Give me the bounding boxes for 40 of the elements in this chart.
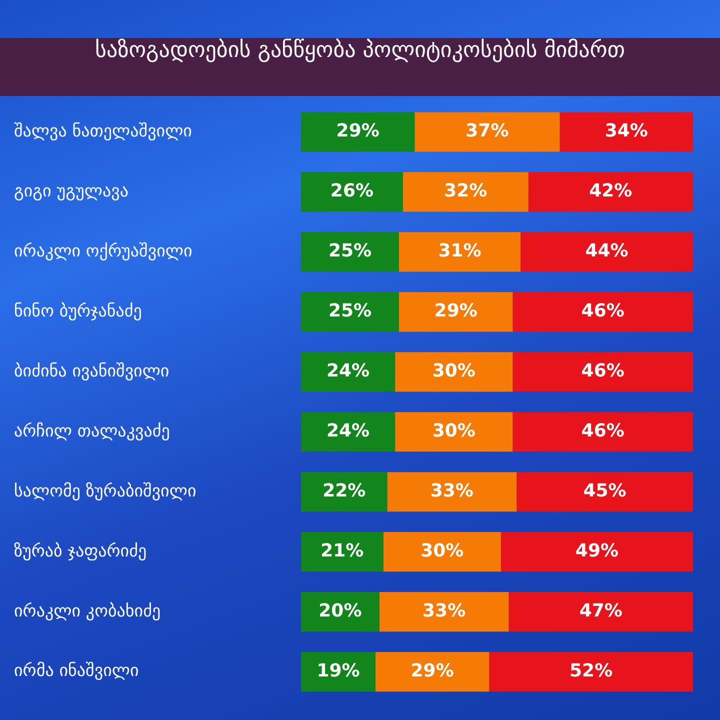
data-label: 46% (581, 300, 624, 322)
data-label: 33% (422, 600, 466, 622)
data-label: 37% (466, 120, 509, 142)
y-tick-label: ირმა ინაშვილი (14, 661, 139, 682)
data-label: 22% (322, 480, 366, 502)
data-label: 46% (581, 360, 624, 382)
y-tick-label: გიგი უგულავა (14, 181, 128, 202)
data-label: 31% (438, 240, 482, 262)
data-label: 30% (420, 540, 464, 562)
data-label: 30% (432, 360, 476, 382)
data-label: 34% (604, 120, 648, 142)
data-label: 21% (320, 540, 364, 562)
data-label: 25% (328, 240, 372, 262)
data-label: 52% (570, 660, 613, 682)
y-tick-label: ირაკლი კობახიძე (14, 601, 161, 622)
data-label: 33% (430, 480, 474, 502)
data-label: 24% (326, 420, 370, 442)
data-label: 20% (318, 600, 362, 622)
y-tick-label: არჩილ თალაკვაძე (14, 421, 170, 442)
data-label: 42% (589, 180, 632, 202)
data-label: 49% (575, 540, 619, 562)
data-label: 26% (330, 180, 374, 202)
y-tick-label: ირაკლი ოქრუაშვილი (14, 241, 192, 262)
data-label: 32% (444, 180, 488, 202)
data-label: 29% (434, 300, 478, 322)
data-label: 24% (326, 360, 370, 382)
y-tick-label: ზურაბ ჯაფარიძე (14, 541, 147, 562)
data-label: 29% (336, 120, 380, 142)
y-tick-label: ნინო ბურჯანაძე (14, 301, 142, 322)
data-label: 19% (316, 660, 360, 682)
data-label: 45% (583, 480, 626, 502)
data-label: 44% (585, 240, 628, 262)
data-label: 30% (432, 420, 476, 442)
data-label: 47% (579, 600, 622, 622)
data-label: 25% (328, 300, 372, 322)
y-tick-label: ბიძინა ივანიშვილი (14, 361, 170, 382)
y-tick-label: შალვა ნათელაშვილი (14, 121, 192, 142)
data-label: 29% (410, 660, 454, 682)
y-tick-label: სალომე ზურაბიშვილი (14, 481, 196, 502)
data-label: 46% (581, 420, 624, 442)
